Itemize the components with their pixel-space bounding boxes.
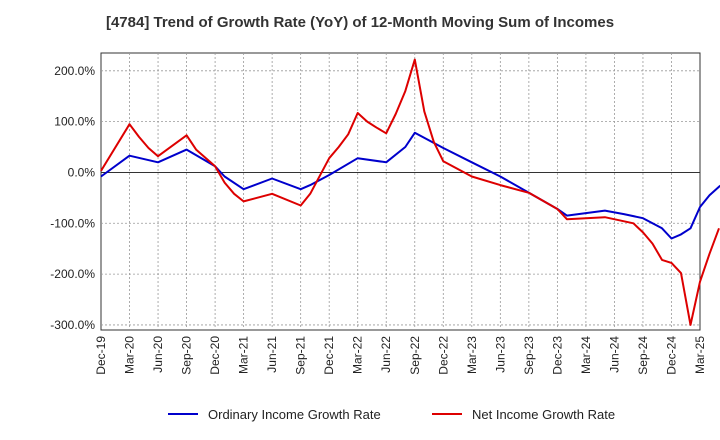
y-tick-label: -300.0% bbox=[50, 318, 95, 332]
x-tick-label: Dec-24 bbox=[664, 336, 678, 375]
x-tick-label: Jun-24 bbox=[607, 336, 621, 373]
x-tick-label: Dec-22 bbox=[436, 336, 450, 375]
series-line-ordinary-income bbox=[100, 131, 720, 240]
x-tick-label: Dec-23 bbox=[550, 336, 564, 375]
x-tick-label: Dec-20 bbox=[208, 336, 222, 375]
y-tick-label: 100.0% bbox=[54, 115, 95, 129]
y-tick-label: 200.0% bbox=[54, 64, 95, 78]
x-tick-label: Sep-23 bbox=[522, 336, 536, 375]
x-tick-label: Mar-22 bbox=[351, 336, 365, 374]
x-tick-label: Sep-22 bbox=[408, 336, 422, 375]
x-tick-label: Sep-20 bbox=[180, 336, 194, 375]
x-tick-label: Jun-22 bbox=[379, 336, 393, 373]
y-tick-label: 0.0% bbox=[68, 165, 96, 179]
x-tick-label: Mar-20 bbox=[123, 336, 137, 374]
x-tick-label: Jun-23 bbox=[493, 336, 507, 373]
x-tick-label: Sep-24 bbox=[636, 336, 650, 375]
plot-area bbox=[100, 52, 701, 331]
x-tick-label: Jun-20 bbox=[151, 336, 165, 373]
x-tick-label: Mar-24 bbox=[579, 336, 593, 374]
x-tick-label: Dec-21 bbox=[322, 336, 336, 375]
x-tick-label: Mar-25 bbox=[693, 336, 707, 374]
x-tick-label: Mar-21 bbox=[237, 336, 251, 374]
x-tick-label: Mar-23 bbox=[465, 336, 479, 374]
legend-label: Ordinary Income Growth Rate bbox=[208, 407, 381, 422]
x-tick-label: Jun-21 bbox=[265, 336, 279, 373]
x-tick-label: Sep-21 bbox=[294, 336, 308, 375]
x-tick-label: Dec-19 bbox=[94, 336, 108, 375]
legend-label: Net Income Growth Rate bbox=[472, 407, 615, 422]
series-line-net-income bbox=[100, 58, 720, 326]
y-tick-label: -100.0% bbox=[50, 216, 95, 230]
chart-title: [4784] Trend of Growth Rate (YoY) of 12-… bbox=[105, 14, 615, 31]
y-tick-label: -200.0% bbox=[50, 267, 95, 281]
